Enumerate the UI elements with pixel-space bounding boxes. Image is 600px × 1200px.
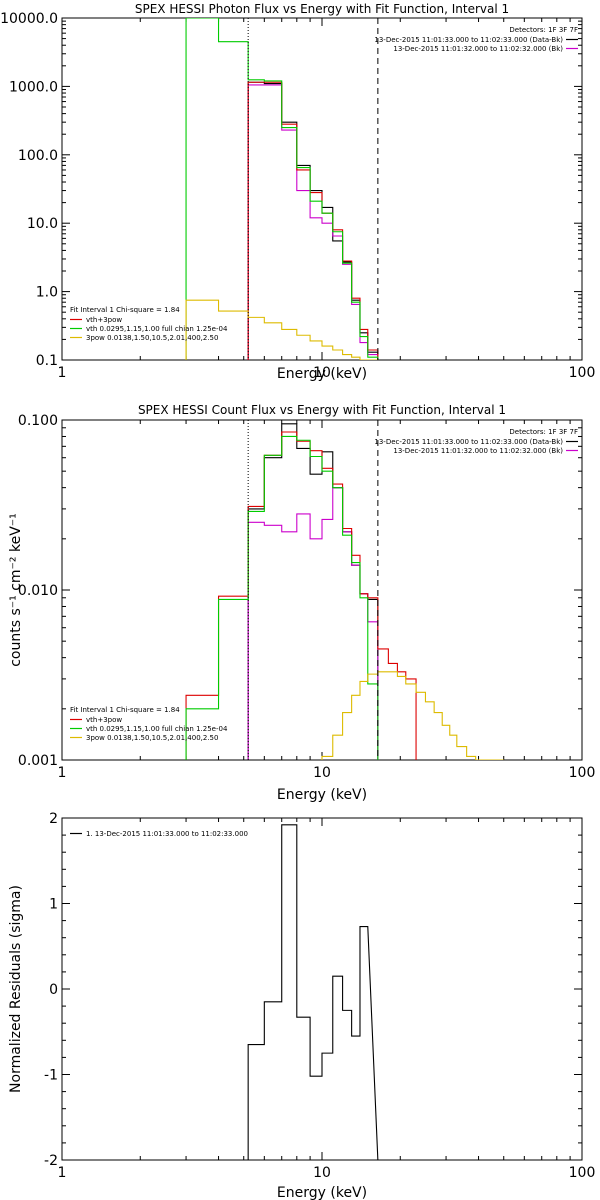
y-tick-label: 1.0 — [36, 285, 58, 301]
y-tick-label: 0.100 — [18, 413, 58, 429]
series-1-line — [247, 824, 379, 1160]
x-tick-label: 1 — [58, 365, 67, 381]
legend-entry: 3pow 0.0138,1.50,10.5,2.01,400,2.50 — [86, 334, 218, 342]
y-axis-label: counts s⁻¹ cm⁻² keV⁻¹ — [8, 513, 24, 667]
series-group — [185, 423, 504, 760]
chart-panel-1: SPEX HESSI Photon Flux vs Energy with Fi… — [0, 2, 595, 382]
legend-entry: 3pow 0.0138,1.50,10.5,2.01,400,2.50 — [86, 734, 218, 742]
legend-entry: vth 0.0295,1.15,1.00 full chian 1.25e-04 — [86, 725, 228, 733]
chart-panel-2: SPEX HESSI Count Flux vs Energy with Fit… — [8, 403, 595, 803]
series-5-line — [321, 671, 504, 760]
y-tick-label: 1000.0 — [9, 79, 58, 95]
x-tick-label: 1 — [58, 765, 67, 781]
series-group — [247, 824, 379, 1160]
x-axis-label: Energy (keV) — [277, 1185, 367, 1200]
series-group — [185, 18, 379, 360]
legend-bottom-left: Fit Interval 1 Chi-square = 1.84 vth+3pow… — [70, 306, 228, 342]
x-axis-label: Energy (keV) — [277, 787, 367, 803]
legend-header: Fit Interval 1 Chi-square = 1.84 — [70, 306, 180, 314]
plot-frame — [61, 817, 583, 1161]
legend-entry: 13-Dec-2015 11:01:33.000 to 11:02:33.000… — [374, 438, 563, 446]
legend-header: Detectors: 1F 3F 7F — [509, 26, 578, 34]
y-tick-label: 0.001 — [18, 753, 58, 769]
x-tick-label: 10 — [313, 365, 331, 381]
series-3-line — [185, 431, 417, 760]
y-tick-label: 10000.0 — [0, 11, 58, 27]
x-tick-label: 100 — [569, 365, 596, 381]
y-tick-label: 1 — [49, 897, 58, 913]
x-tick-label: 100 — [569, 1165, 596, 1181]
legend-entry: 13-Dec-2015 11:01:33.000 to 11:02:33.000… — [374, 36, 563, 44]
chart-title: SPEX HESSI Photon Flux vs Energy with Fi… — [135, 2, 509, 16]
legend-header: Fit Interval 1 Chi-square = 1.84 — [70, 706, 180, 714]
legend-entry: vth 0.0295,1.15,1.00 full chian 1.25e-04 — [86, 325, 228, 333]
y-tick-label: 0 — [49, 982, 58, 998]
legend-top-left: 1. 13-Dec-2015 11:01:33.000 to 11:02:33.… — [70, 830, 248, 838]
series-3-line — [247, 81, 379, 360]
y-tick-label: -2 — [44, 1153, 58, 1169]
x-tick-label: 10 — [313, 765, 331, 781]
chart-panel-3: 1 10 100 -2 -1 0 1 2 Energy (keV) Normalized Resi… — [8, 811, 595, 1200]
legend-entry: vth+3pow — [86, 716, 122, 724]
y-tick-label: -1 — [44, 1068, 58, 1084]
series-1-line — [247, 423, 379, 760]
y-axis-label: Normalized Residuals (sigma) — [8, 885, 24, 1093]
legend-top-right: Detectors: 1F 3F 7F 13-Dec-2015 11:01:33.… — [374, 428, 578, 455]
legend-bottom-left: Fit Interval 1 Chi-square = 1.84 vth+3pow… — [70, 706, 228, 742]
x-tick-label: 100 — [569, 765, 596, 781]
legend-entry: 1. 13-Dec-2015 11:01:33.000 to 11:02:33.… — [86, 830, 248, 838]
legend-entry: 13-Dec-2015 11:01:32.000 to 11:02:32.000… — [393, 45, 563, 53]
series-4-line — [185, 435, 379, 760]
legend-top-right: Detectors: 1F 3F 7F 13-Dec-2015 11:01:33.… — [374, 26, 578, 53]
legend-entry: 13-Dec-2015 11:01:32.000 to 11:02:32.000… — [393, 447, 563, 455]
series-2-line — [247, 487, 379, 760]
y-tick-label: 100.0 — [18, 148, 58, 164]
x-tick-label: 10 — [313, 1165, 331, 1181]
legend-entry: vth+3pow — [86, 316, 122, 324]
x-axis-label: Energy (keV) — [277, 366, 367, 382]
series-1-line — [247, 81, 379, 360]
series-2-line — [247, 84, 379, 360]
y-tick-label: 0.010 — [18, 583, 58, 599]
y-tick-label: 0.1 — [36, 353, 58, 369]
x-tick-label: 1 — [58, 1165, 67, 1181]
series-4-line — [185, 18, 379, 360]
legend-header: Detectors: 1F 3F 7F — [509, 428, 578, 436]
y-tick-label: 10.0 — [27, 216, 58, 232]
y-tick-label: 2 — [49, 811, 58, 827]
chart-title: SPEX HESSI Count Flux vs Energy with Fit… — [138, 403, 506, 417]
